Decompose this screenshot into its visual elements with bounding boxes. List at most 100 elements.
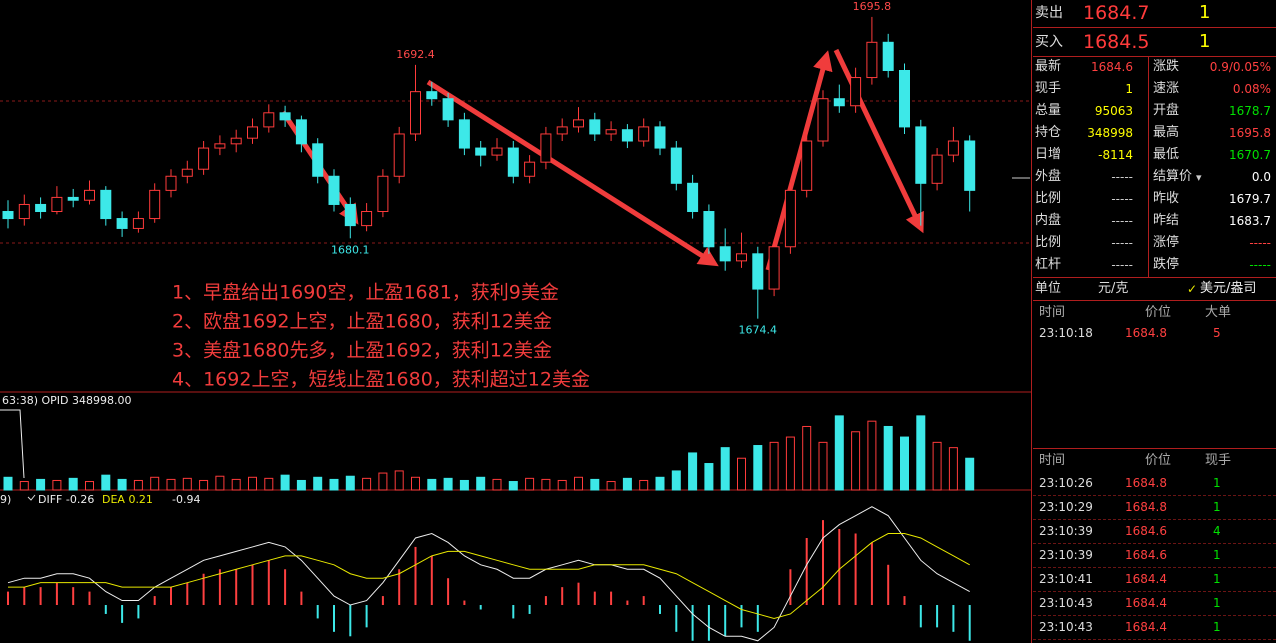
row-rule xyxy=(1033,615,1276,616)
candle-body xyxy=(687,182,699,213)
candle-body xyxy=(931,154,943,184)
panel-text: 涨停 xyxy=(1153,235,1180,250)
panel-text: 23:10:43 xyxy=(1039,596,1093,610)
panel-text: 日增 xyxy=(1035,147,1062,162)
volume-bar xyxy=(737,457,746,491)
candle-body xyxy=(540,133,552,163)
candle-body xyxy=(801,140,813,191)
candle-body xyxy=(51,196,63,213)
candle-body xyxy=(670,147,682,184)
trade-arrows xyxy=(280,48,924,271)
row-rule xyxy=(1033,639,1276,640)
candle-body xyxy=(719,246,731,262)
volume-bar xyxy=(264,477,274,491)
candle-body xyxy=(605,129,617,135)
candle-body xyxy=(165,175,177,191)
volume-bar xyxy=(378,472,388,491)
candle-body xyxy=(589,119,601,135)
candle-body xyxy=(768,246,780,290)
volume-bar xyxy=(215,475,225,491)
candle-body xyxy=(491,147,503,156)
candle-body xyxy=(214,143,226,149)
panel-text: 最新 xyxy=(1035,59,1062,74)
macd-header: DIFF -0.26 xyxy=(38,493,94,506)
panel-text: 23:10:18 xyxy=(1039,326,1093,340)
volume-bar xyxy=(932,441,942,491)
candle-body xyxy=(638,126,650,142)
volume-bar xyxy=(948,447,958,491)
volume-bar xyxy=(362,477,372,491)
panel-text: 买入 xyxy=(1035,34,1063,50)
row-rule xyxy=(1033,495,1276,496)
panel-text: 现手 xyxy=(1035,81,1062,96)
row-rule xyxy=(1033,543,1276,544)
panel-text: ----- xyxy=(1111,258,1133,272)
volume-bar xyxy=(199,479,209,491)
volume-bar xyxy=(394,470,404,491)
panel-text: 1684.8 xyxy=(1125,326,1167,340)
volume-bar xyxy=(427,478,437,491)
volume-bar xyxy=(3,476,13,491)
macd-header: -0.94 xyxy=(172,493,200,506)
candle-body xyxy=(247,126,258,139)
note: 4、1692上空，短线止盈1680，获利超过12美金 xyxy=(172,369,590,391)
volume-bar xyxy=(36,478,46,491)
panel-text[interactable]: 美元/盎司 xyxy=(1200,281,1257,296)
candle-body xyxy=(507,147,519,177)
volume-bar xyxy=(68,477,78,491)
panel-text: 95063 xyxy=(1094,104,1133,118)
volume-bar xyxy=(785,436,795,491)
candle-body xyxy=(393,133,405,177)
volume-bar xyxy=(19,481,29,491)
dropdown-icon[interactable]: ▾ xyxy=(1196,171,1202,184)
panel-text: 时间 xyxy=(1039,453,1066,468)
candle-body xyxy=(556,126,568,135)
volume-bar xyxy=(459,479,469,491)
candle-body xyxy=(524,161,536,177)
panel-text: 1 xyxy=(1199,31,1211,52)
candle-body xyxy=(263,112,275,128)
panel-text: 1679.7 xyxy=(1229,192,1271,206)
candle-body xyxy=(475,147,487,156)
panel-rule xyxy=(1033,277,1276,278)
panel-text: 价位 xyxy=(1145,305,1172,320)
panel-rule xyxy=(1033,300,1276,301)
volume-bar xyxy=(867,420,877,491)
note: 1、早盘给出1690空，止盈1681，获利9美金 xyxy=(172,282,559,304)
panel-rule xyxy=(1033,56,1276,57)
panel-text: 1 xyxy=(1125,82,1133,96)
panel-text: ----- xyxy=(1111,170,1133,184)
panel-text: 涨跌 xyxy=(1153,59,1180,74)
panel-text: 时间 xyxy=(1039,305,1066,320)
candle-body xyxy=(752,253,764,290)
candle-body xyxy=(116,218,128,229)
panel-text: 1 xyxy=(1213,572,1221,586)
volume-bar xyxy=(688,452,698,491)
check-icon xyxy=(27,494,36,501)
candle-body xyxy=(377,175,389,213)
check-icon[interactable]: ✓ xyxy=(1187,282,1198,296)
panel-rule xyxy=(1148,57,1149,277)
volume-bar xyxy=(851,431,861,491)
candle-body xyxy=(198,147,210,170)
panel-text: 杠杆 xyxy=(1035,257,1062,272)
candle-body xyxy=(850,77,862,107)
candle-body xyxy=(915,126,927,184)
candle-body xyxy=(458,119,470,149)
candle-body xyxy=(279,112,291,121)
volume-bar xyxy=(557,479,567,491)
candle-body xyxy=(947,140,959,156)
candle-body xyxy=(410,91,421,135)
candle-body xyxy=(736,253,747,262)
panel-text: 内盘 xyxy=(1035,213,1062,228)
volume-bar xyxy=(492,478,502,491)
volume-bar xyxy=(150,476,160,491)
panel-text: 1684.7 xyxy=(1083,2,1150,24)
candle-body xyxy=(35,203,47,213)
panel-rule xyxy=(1033,27,1276,28)
volume-bar xyxy=(248,476,257,491)
candle-body xyxy=(67,196,79,201)
price-label: 1695.8 xyxy=(853,0,892,13)
panel-text: 23:10:29 xyxy=(1039,500,1093,514)
